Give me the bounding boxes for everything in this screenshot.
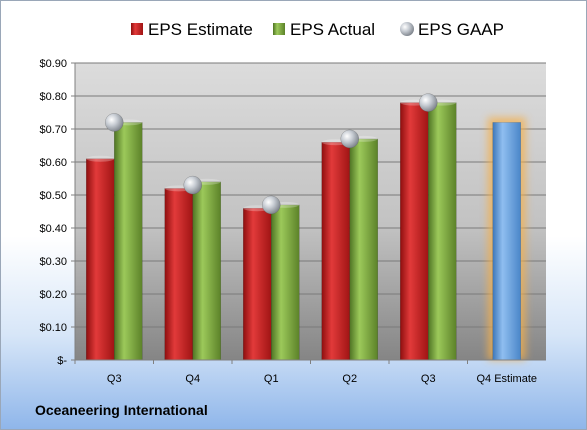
y-tick-label: $0.80 xyxy=(39,91,67,103)
y-tick-label: $0.60 xyxy=(39,157,67,169)
eps-gaap-marker xyxy=(183,175,202,195)
x-tick-label: Q4 Estimate xyxy=(476,373,537,385)
x-tick-label: Q4 xyxy=(185,373,200,385)
x-tick-label: Q3 xyxy=(421,373,436,385)
eps-estimate-bar-cap xyxy=(86,155,115,162)
eps-gaap-marker xyxy=(105,113,124,132)
legend-label: EPS Estimate xyxy=(148,20,253,39)
eps-actual-bar xyxy=(349,138,378,361)
legend-label: EPS Actual xyxy=(290,20,375,39)
eps-estimate-bar xyxy=(86,158,115,361)
gridlines xyxy=(75,62,546,361)
y-tick-label: $0.10 xyxy=(39,322,67,334)
legend: EPS Estimate EPS Actual EPS GAAP xyxy=(131,20,504,39)
eps-actual-bar xyxy=(192,181,221,361)
eps-estimate-bar xyxy=(164,188,193,361)
x-tick-label: Q3 xyxy=(107,373,122,385)
bars xyxy=(86,93,526,361)
legend-label: EPS GAAP xyxy=(418,20,504,39)
eps-estimate-forecast-bar xyxy=(492,122,521,361)
eps-actual-bar xyxy=(428,102,457,361)
eps-actual-bar xyxy=(114,122,143,361)
eps-estimate-bar xyxy=(243,207,272,361)
y-tick-label: $0.20 xyxy=(39,289,67,301)
legend-swatch xyxy=(273,23,285,35)
legend-swatch xyxy=(131,23,143,35)
y-tick-label: $0.40 xyxy=(39,223,67,235)
x-tick-label: Q1 xyxy=(264,373,279,385)
eps-estimate-bar xyxy=(321,141,350,361)
eps-gaap-marker xyxy=(262,195,281,215)
legend-swatch xyxy=(400,22,414,36)
y-tick-label: $0.30 xyxy=(39,256,67,268)
y-tick-label: $- xyxy=(57,355,67,367)
eps-actual-bar xyxy=(271,204,300,361)
x-tick-label: Q2 xyxy=(342,373,357,385)
axes: $- $0.10 $0.20 $0.30 $0.40 $0.50 $0.60 $0.70 $0.… xyxy=(39,58,546,385)
y-tick-label: $0.90 xyxy=(39,58,67,70)
plot-area xyxy=(75,63,546,360)
eps-gaap-marker xyxy=(419,93,438,112)
y-tick-label: $0.70 xyxy=(39,124,67,136)
company-name: Oceaneering International xyxy=(35,402,208,418)
eps-gaap-marker xyxy=(340,129,359,149)
eps-estimate-bar xyxy=(400,102,429,361)
y-tick-label: $0.50 xyxy=(39,190,67,202)
